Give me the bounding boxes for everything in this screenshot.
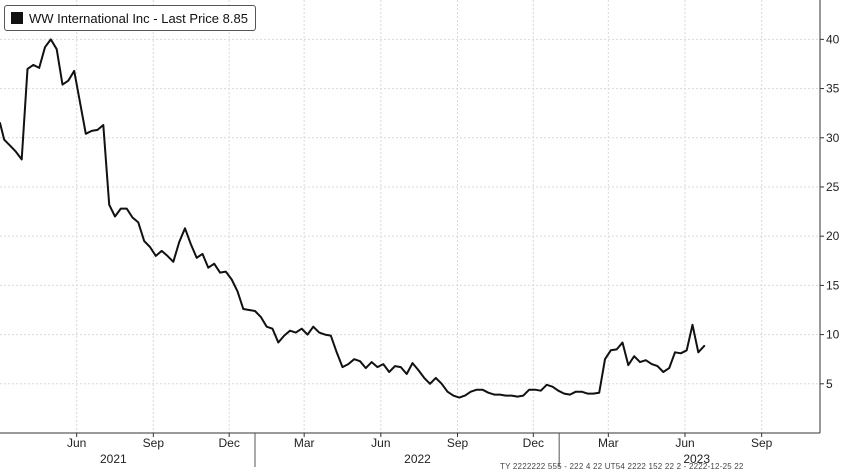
x-tick-label: Jun — [371, 436, 390, 450]
x-tick-label: Sep — [447, 436, 469, 450]
x-tick-label: Dec — [523, 436, 544, 450]
y-tick-label: 20 — [826, 229, 840, 243]
y-tick-label: 35 — [826, 82, 840, 96]
y-tick-label: 5 — [826, 377, 833, 391]
x-tick-label: Mar — [294, 436, 315, 450]
y-tick-label: 25 — [826, 180, 840, 194]
legend-swatch-icon — [11, 12, 23, 24]
footer-caption: TY 2222222 555 - 222 4 22 UT54 2222 152 … — [500, 462, 744, 471]
series-group — [0, 38, 706, 399]
y-axis-ticks: 5 10 15 20 25 30 35 40 — [820, 32, 840, 391]
x-year-label: 2023 — [683, 452, 710, 466]
x-tick-label: Jun — [675, 436, 694, 450]
x-year-label: 2022 — [404, 452, 431, 466]
y-tick-label: 10 — [826, 328, 840, 342]
legend-label: WW International Inc - Last Price 8.85 — [29, 10, 248, 26]
chart-legend: WW International Inc - Last Price 8.85 — [4, 5, 256, 31]
y-tick-label: 30 — [826, 131, 840, 145]
grid-lines — [0, 0, 820, 433]
x-year-label: 2021 — [100, 452, 127, 466]
x-axis-ticks: Jun Sep Dec Mar Jun Sep Dec Mar Jun Sep 2021 2022 20… — [67, 433, 773, 467]
y-tick-label: 15 — [826, 278, 840, 292]
x-tick-label: Mar — [598, 436, 619, 450]
series-line-0 — [0, 38, 706, 399]
axes — [0, 0, 821, 434]
y-tick-label: 40 — [826, 32, 840, 46]
x-tick-label: Jun — [67, 436, 86, 450]
x-tick-label: Sep — [143, 436, 165, 450]
x-tick-label: Dec — [218, 436, 239, 450]
x-tick-label: Sep — [751, 436, 773, 450]
